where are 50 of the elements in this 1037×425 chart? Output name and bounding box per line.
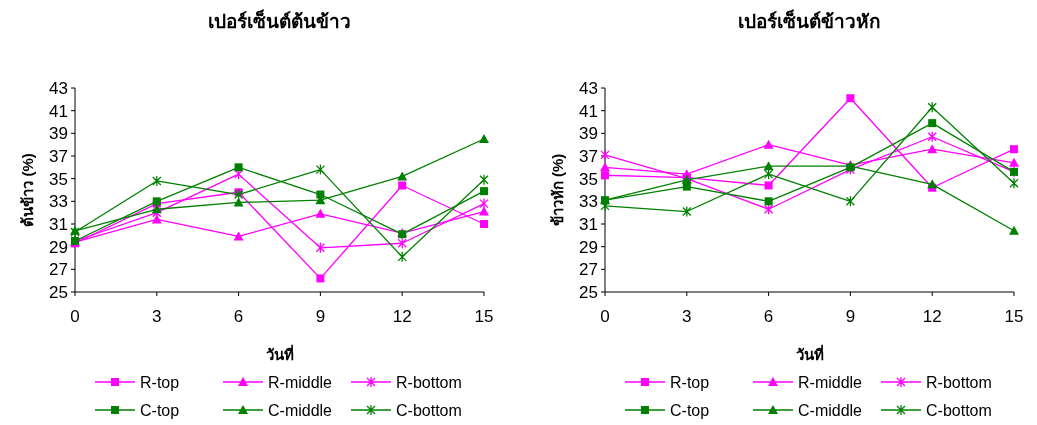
x-tick-label: 12 [922, 307, 942, 326]
x-tick-label: 6 [763, 307, 774, 326]
y-tick-label: 41 [49, 101, 68, 121]
x-tick-label: 15 [474, 307, 494, 326]
legend-label: R-top [670, 373, 710, 391]
x-tick-label: 0 [600, 307, 610, 326]
x-axis-title: วันที่ [795, 344, 824, 363]
x-tick-label: 9 [845, 307, 856, 326]
y-tick-label: 27 [579, 260, 598, 280]
legend-label: R-bottom [396, 373, 462, 391]
y-axis-title: ต้นข้าว (%) [19, 153, 36, 227]
y-tick-label: 31 [579, 214, 598, 234]
y-tick-label: 29 [579, 237, 598, 257]
x-tick-label: 0 [70, 307, 80, 326]
y-tick-label: 41 [579, 101, 598, 121]
legend-label: C-bottom [396, 401, 462, 419]
y-tick-label: 37 [579, 146, 598, 166]
y-tick-label: 39 [49, 124, 68, 144]
x-tick-label: 9 [315, 307, 326, 326]
legend-label: C-top [670, 401, 710, 419]
x-tick-label: 12 [392, 307, 412, 326]
legend-label: R-top [140, 373, 180, 391]
x-axis-title: วันที่ [265, 344, 294, 363]
y-tick-label: 31 [49, 214, 68, 234]
legend-label: C-bottom [926, 401, 992, 419]
y-tick-label: 25 [49, 282, 68, 302]
y-axis-title: ข้าวหัก (%) [549, 153, 566, 227]
y-tick-label: 43 [579, 78, 598, 98]
x-tick-label: 3 [682, 307, 692, 326]
y-tick-label: 29 [49, 237, 68, 257]
chart-title: เปอร์เซ็นต์ต้นข้าว [208, 9, 351, 32]
x-tick-label: 15 [1004, 307, 1024, 326]
y-tick-label: 33 [49, 192, 68, 212]
y-tick-label: 35 [579, 169, 598, 189]
legend-label: R-middle [798, 373, 863, 391]
legend-label: C-top [140, 401, 180, 419]
chart-title: เปอร์เซ็นต์ข้าวหัก [738, 9, 881, 32]
legend-label: R-bottom [926, 373, 992, 391]
y-tick-label: 43 [49, 78, 68, 98]
y-tick-label: 37 [49, 146, 68, 166]
x-tick-label: 6 [233, 307, 244, 326]
x-tick-label: 3 [152, 307, 162, 326]
legend-label: C-middle [798, 401, 863, 419]
y-tick-label: 27 [49, 260, 68, 280]
legend-label: R-middle [268, 373, 333, 391]
y-tick-label: 33 [579, 192, 598, 212]
y-tick-label: 39 [579, 124, 598, 144]
legend-label: C-middle [268, 401, 333, 419]
y-tick-label: 25 [579, 282, 598, 302]
y-tick-label: 35 [49, 169, 68, 189]
